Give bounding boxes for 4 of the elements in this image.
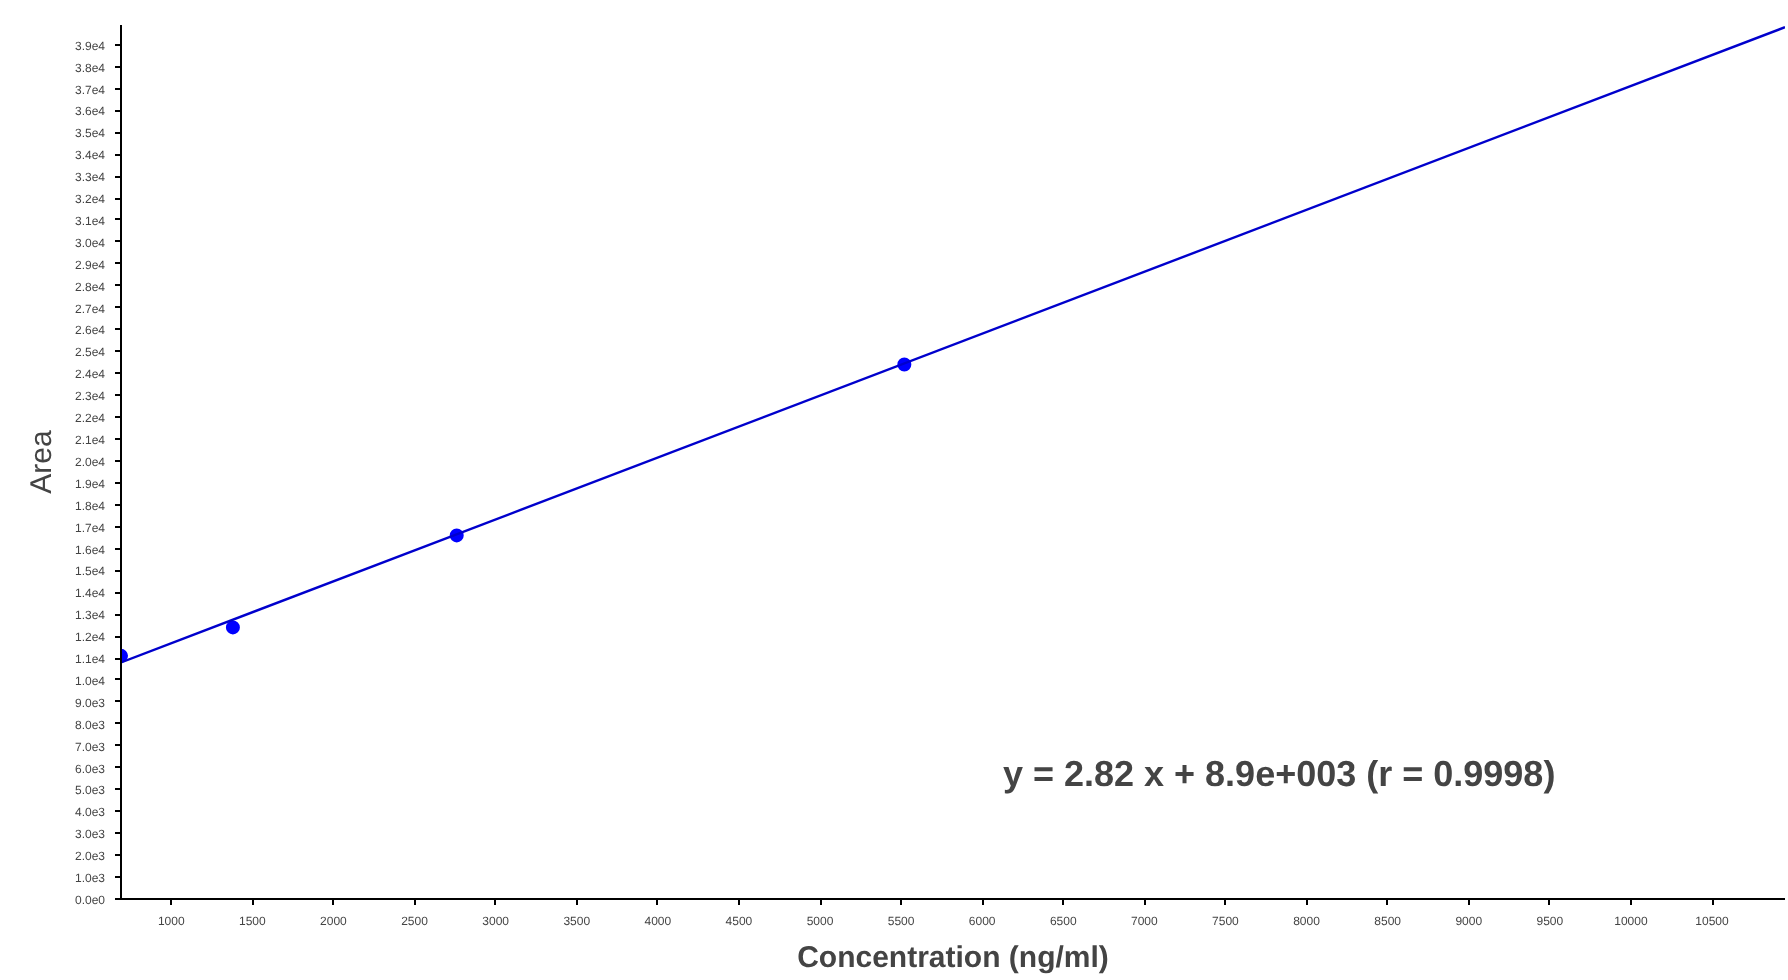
- x-axis-title: Concentration (ng/ml): [797, 941, 1109, 975]
- y-axis-title: Area: [24, 429, 59, 494]
- annotation: y = 2.82 x + 8.9e+003 (r = 0.9998): [1002, 754, 1556, 795]
- point: [225, 620, 240, 635]
